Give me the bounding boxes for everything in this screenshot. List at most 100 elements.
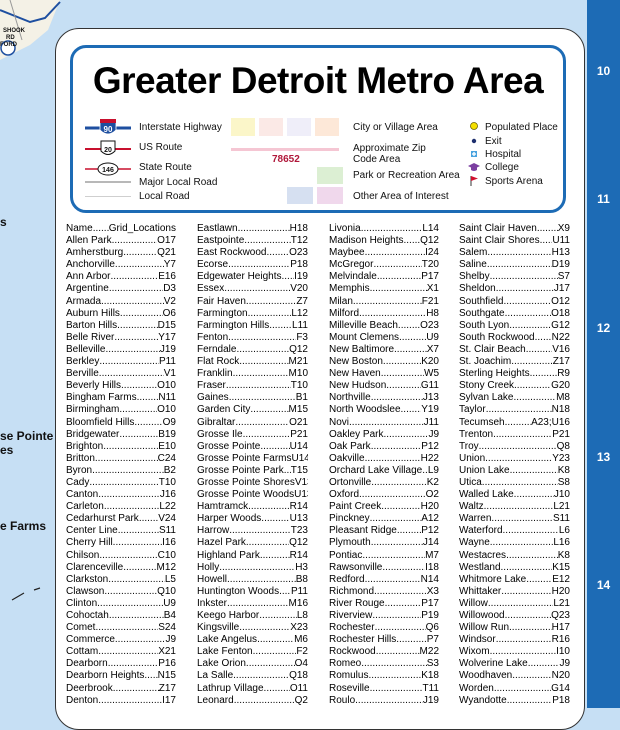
index-entry: Keego Harbor L8 <box>197 610 308 622</box>
place-name: Howell <box>197 573 228 585</box>
grid-number-10: 10 <box>596 64 611 78</box>
grid-location: B2 <box>163 464 176 476</box>
place-name: Ecorse <box>197 259 229 271</box>
grid-location: Q8 <box>556 440 570 452</box>
place-name: Cohoctah <box>66 610 109 621</box>
grid-location: L11 <box>292 319 308 331</box>
index-entry: Pinckney A12 <box>329 513 439 525</box>
grid-location: Q23 <box>551 610 570 621</box>
place-name: Paint Creek <box>329 501 382 513</box>
place-name: Novi <box>329 416 350 428</box>
grid-location: I17 <box>162 694 176 706</box>
index-entry: Dearborn P16 <box>66 658 176 670</box>
grid-location: U13 <box>289 513 308 525</box>
legend-interstate-label: Interstate Highway <box>139 122 222 133</box>
grid-location: N18 <box>551 404 570 416</box>
place-name: New Boston <box>329 356 383 368</box>
grid-location: K2 <box>426 476 439 488</box>
grid-location: T15 <box>290 464 308 476</box>
place-name: Oakville <box>329 452 365 464</box>
index-entry: Grosse Ile P21 <box>197 429 308 441</box>
place-name: St. Clair Beach <box>459 343 526 355</box>
place-name: Redford <box>329 573 365 585</box>
index-entry: Salem H13 <box>459 247 570 259</box>
place-name: Berkley <box>66 356 100 368</box>
grid-location: H3 <box>295 561 308 573</box>
city-swatch-pink <box>259 118 283 136</box>
legend-major-local-label: Major Local Road <box>139 177 218 188</box>
index-entry: Harrow T23 <box>197 525 308 537</box>
place-name: Kingsville <box>197 622 240 634</box>
grid-location: E10 <box>158 440 176 452</box>
grid-location: S11 <box>158 525 176 537</box>
index-entry: St. Joachim Z17 <box>459 356 570 368</box>
local-road-swatch <box>85 196 131 197</box>
grid-location: U9 <box>426 331 439 343</box>
grid-location: Q18 <box>289 670 308 682</box>
grid-location: H22 <box>420 452 439 464</box>
boat-route-line <box>11 587 41 601</box>
index-column-3: LivoniaL14Madison HeightsQ12MaybeeI24McG… <box>329 223 439 707</box>
other-area-swatch-pink <box>317 187 343 204</box>
index-entry: Tecumseh A23;U16 <box>459 417 570 429</box>
index-entry: Argentine D3 <box>66 283 176 295</box>
index-entry: Plymouth J14 <box>329 537 439 549</box>
place-name: Willow <box>459 597 488 609</box>
svg-text:20: 20 <box>104 147 112 154</box>
place-name: Melvindale <box>329 271 377 283</box>
index-entry: Fair Haven Z7 <box>197 296 308 308</box>
index-entry: Taylor N18 <box>459 404 570 416</box>
place-name: Tecumseh <box>459 416 505 428</box>
index-entry: Canton J16 <box>66 489 176 501</box>
index-entry: Woodhaven N20 <box>459 670 570 682</box>
road-line <box>9 0 23 41</box>
place-name: Lathrup Village <box>197 682 264 694</box>
place-name: Wayne <box>459 537 490 549</box>
index-entry: Bingham Farms N11 <box>66 392 176 404</box>
index-entry: Stony Creek G20 <box>459 380 570 392</box>
place-name: Cottam <box>66 646 99 658</box>
place-name: Eastlawn <box>197 223 238 234</box>
index-entry: Sylvan Lake M8 <box>459 392 570 404</box>
index-entry: Farmington Hills L11 <box>197 320 308 332</box>
grid-location: P21 <box>290 428 308 440</box>
grid-location: K8 <box>557 464 570 476</box>
index-entry: Rochester Hills P7 <box>329 634 439 646</box>
place-name: Harrow <box>197 525 230 537</box>
index-entry: Wayne L16 <box>459 537 570 549</box>
map-label-grosse-pointe: se Pointe <box>0 429 54 443</box>
place-name: Farmington Hills <box>197 319 270 331</box>
index-entry: New Boston K20 <box>329 356 439 368</box>
index-entry: Holly H3 <box>197 562 308 574</box>
index-entry: Redford N14 <box>329 574 439 586</box>
place-name: Cherry Hill <box>66 537 113 549</box>
place-name: New Hudson <box>329 380 387 392</box>
place-name: Wolverine Lake <box>459 658 528 670</box>
index-entry: Grosse Pointe Park T15 <box>197 465 308 477</box>
grid-location: Q6 <box>425 622 439 634</box>
grid-location: K15 <box>552 561 570 573</box>
place-name: Rochester Hills <box>329 634 397 646</box>
index-entry: Barton Hills D15 <box>66 320 176 332</box>
major-local-road-swatch <box>85 181 131 183</box>
city-swatch-peach <box>315 118 339 136</box>
index-entry: Ferndale Q12 <box>197 344 308 356</box>
place-name: Denton <box>66 694 99 706</box>
grid-location: X1 <box>426 283 439 295</box>
grid-location: O2 <box>425 489 439 501</box>
index-entry: Roseville T11 <box>329 683 439 695</box>
place-name: River Rouge <box>329 597 385 609</box>
place-name: Grosse Ile <box>197 428 243 440</box>
index-entry: Saint Clair Haven X9 <box>459 223 570 235</box>
grid-location: S24 <box>158 622 176 634</box>
index-entry: Milleville Beach O23 <box>329 320 439 332</box>
index-entry: Cohoctah B4 <box>66 610 176 622</box>
place-name: Essex <box>197 283 225 295</box>
grid-location: B19 <box>158 428 176 440</box>
grid-location: M7 <box>425 549 439 561</box>
index-entry: Essex V20 <box>197 283 308 295</box>
place-name: Leonard <box>197 694 234 706</box>
grid-location: O23 <box>420 319 439 331</box>
place-name: Willow Run <box>459 622 510 634</box>
place-name: Flat Rock <box>197 356 240 368</box>
